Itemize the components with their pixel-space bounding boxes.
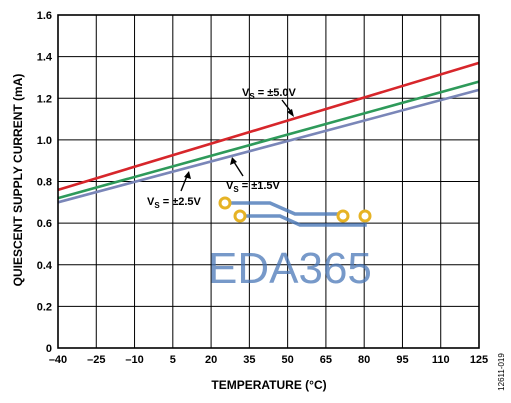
label-vs-1p5v: VS = ±1.5V bbox=[226, 157, 281, 194]
y-tick-labels: 0 0.2 0.4 0.6 0.8 1.0 1.2 1.4 1.6 bbox=[37, 10, 53, 355]
arrow-line bbox=[180, 175, 188, 192]
x-tick-label: –40 bbox=[49, 354, 67, 366]
series-lines bbox=[57, 61, 480, 204]
y-tick-label: 1.6 bbox=[37, 10, 52, 22]
watermark-text: EDA365 bbox=[208, 244, 372, 293]
y-tick-label: 0.6 bbox=[37, 218, 52, 230]
watermark-pad-icon bbox=[218, 196, 232, 210]
plot-frame bbox=[57, 14, 480, 349]
label-vs-5v: VS = ±5.0V bbox=[242, 87, 297, 117]
label-vs-2p5v: VS = ±2.5V bbox=[147, 171, 202, 210]
series-line-0 bbox=[57, 61, 480, 192]
x-tick-label: –10 bbox=[125, 354, 143, 366]
x-tick-label: 35 bbox=[243, 354, 255, 366]
watermark-pad-icon bbox=[336, 209, 350, 223]
x-tick-label: 80 bbox=[358, 354, 370, 366]
arrowhead-icon bbox=[230, 157, 237, 165]
x-axis-title: TEMPERATURE (°C) bbox=[211, 378, 326, 392]
y-tick-label: 1.0 bbox=[37, 135, 52, 147]
y-tick-label: 1.4 bbox=[37, 52, 53, 64]
y-tick-label: 0.8 bbox=[37, 177, 52, 189]
arrowhead-icon bbox=[184, 171, 191, 179]
watermark-trace-top bbox=[225, 201, 345, 216]
figure-id: 12611-019 bbox=[497, 353, 506, 391]
y-axis-title: QUIESCENT SUPPLY CURRENT (mA) bbox=[11, 74, 25, 287]
series-line-1 bbox=[57, 80, 480, 200]
x-tick-label: 20 bbox=[205, 354, 217, 366]
y-tick-label: 0 bbox=[46, 343, 52, 355]
x-tick-label: 65 bbox=[320, 354, 332, 366]
x-tick-label: 125 bbox=[470, 354, 488, 366]
svg-text:VS = ±2.5V: VS = ±2.5V bbox=[147, 196, 202, 210]
arrowhead-icon bbox=[287, 109, 294, 117]
y-tick-label: 0.2 bbox=[37, 301, 52, 313]
x-tick-label: 5 bbox=[170, 354, 176, 366]
svg-text:VS = ±5.0V: VS = ±5.0V bbox=[242, 87, 297, 101]
y-tick-label: 0.4 bbox=[37, 260, 53, 272]
x-tick-label: –25 bbox=[87, 354, 105, 366]
x-tick-label: 110 bbox=[432, 354, 450, 366]
arrow-line bbox=[233, 161, 244, 177]
watermark-pad-icon bbox=[233, 209, 247, 223]
svg-text:VS = ±1.5V: VS = ±1.5V bbox=[226, 180, 281, 194]
x-tick-labels: –40 –25 –10 5 20 35 50 65 80 95 110 125 bbox=[49, 354, 488, 366]
x-tick-label: 95 bbox=[396, 354, 408, 366]
eda365-watermark: EDA365 bbox=[208, 196, 372, 293]
x-tick-label: 50 bbox=[282, 354, 294, 366]
y-tick-label: 1.2 bbox=[37, 93, 52, 105]
watermark-pad-icon bbox=[358, 209, 372, 223]
series-line-2 bbox=[57, 88, 480, 204]
